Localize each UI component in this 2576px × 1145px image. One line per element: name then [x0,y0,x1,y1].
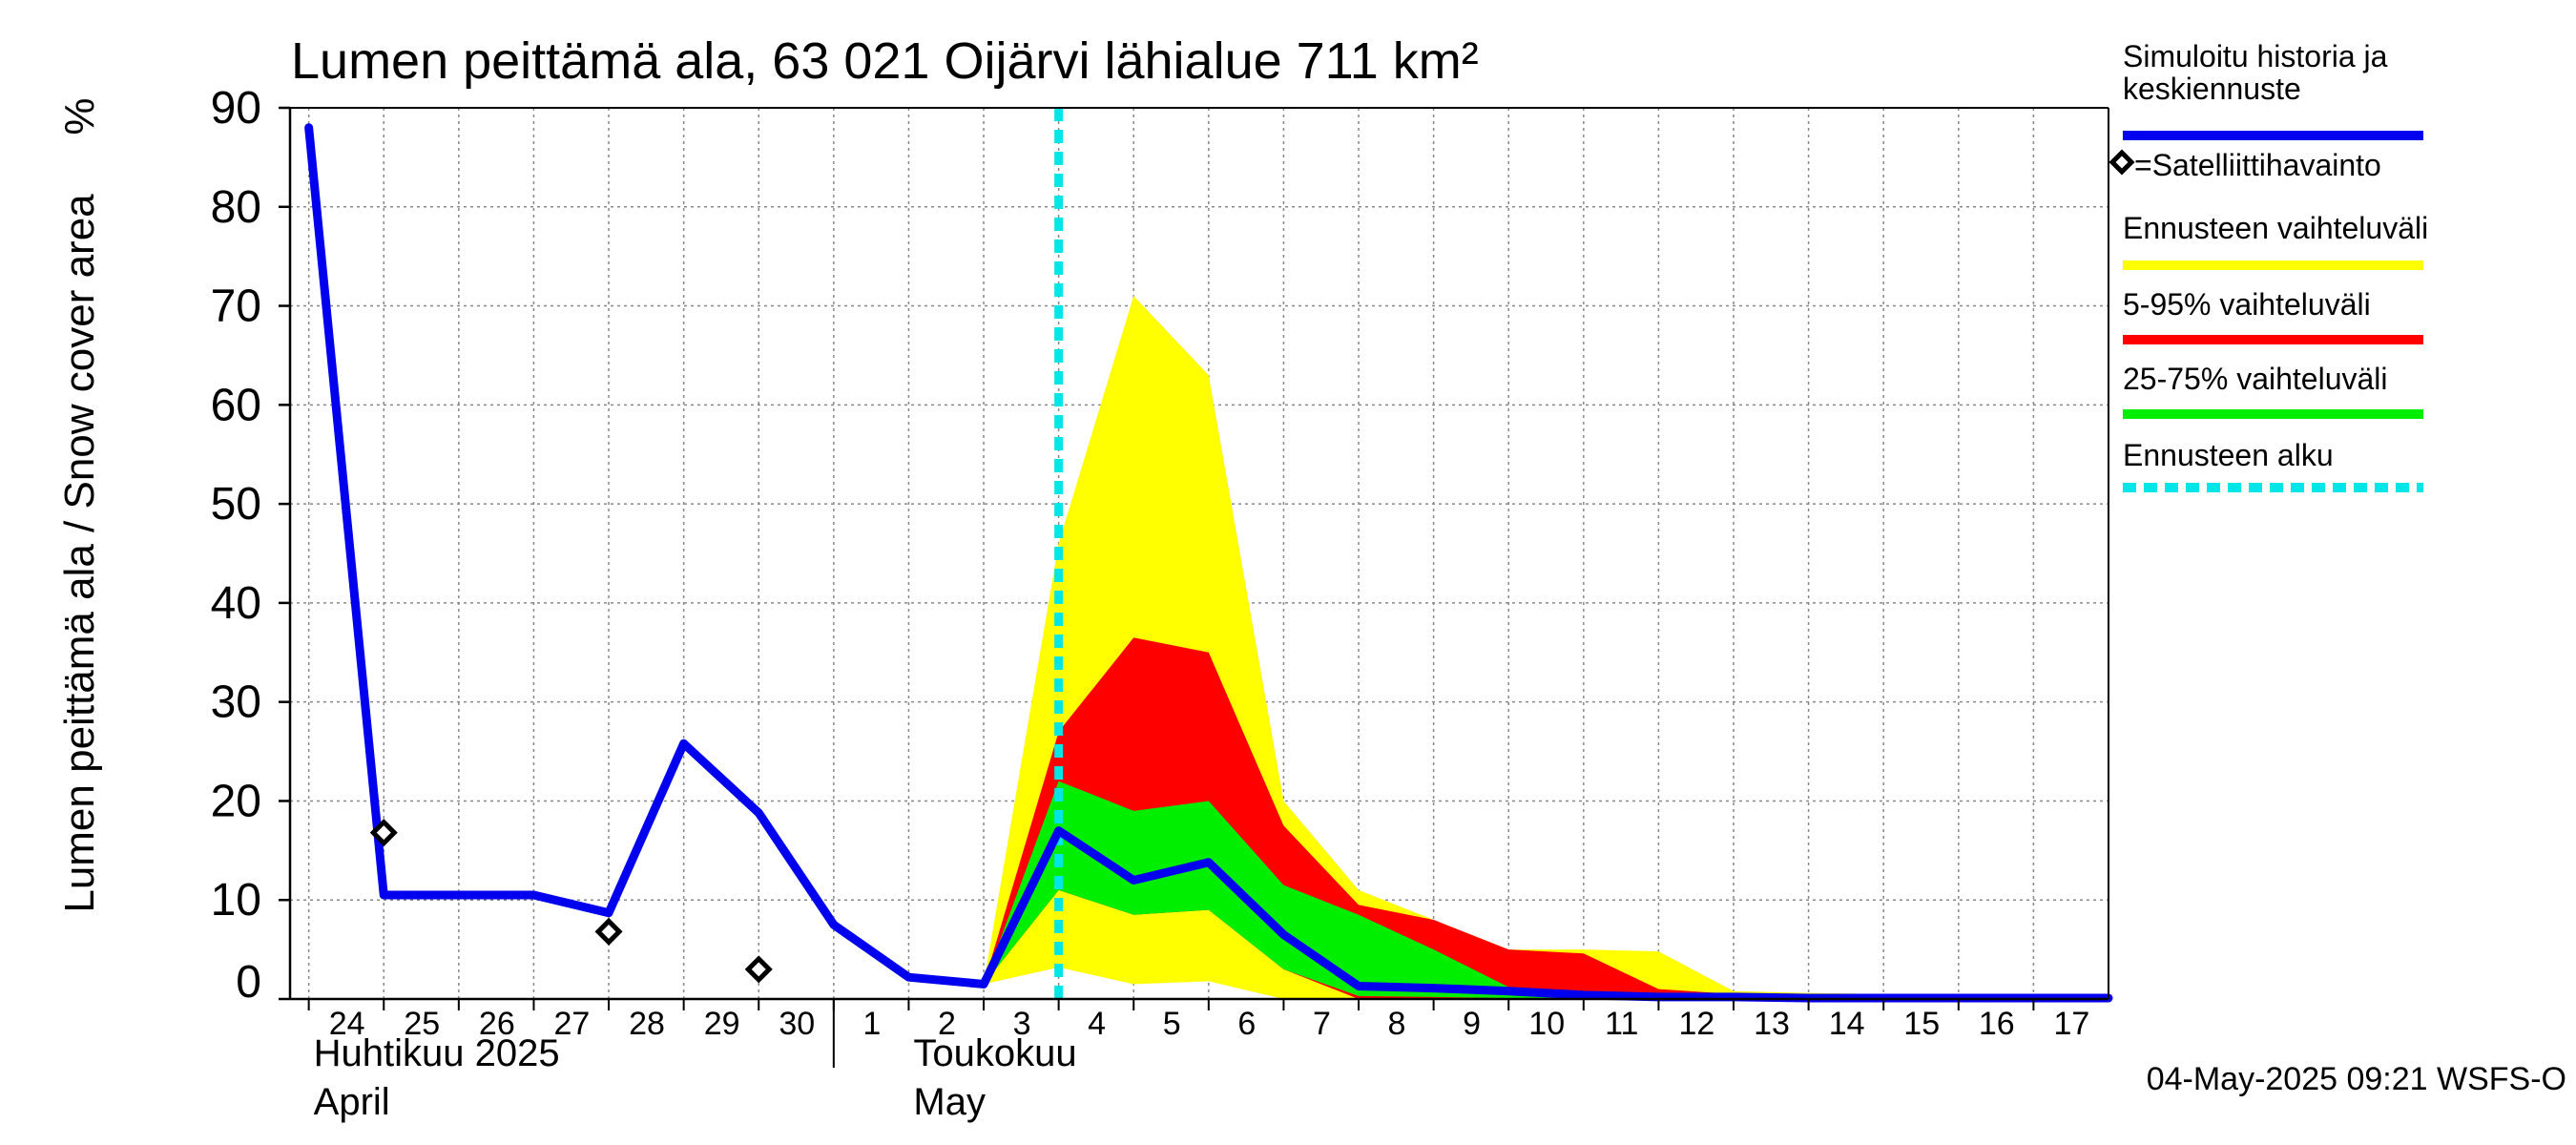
month-label-en: April [314,1081,390,1123]
x-tick-label: 15 [1903,1006,1940,1042]
satellite-observation-marker [369,819,398,847]
y-tick-label: 20 [211,776,261,826]
x-tick-labels: 24 25 26 27 28 29 30 1 2 3 4 5 6 7 8 9 10 11 12 13 14 15 16 17 [307,999,2089,1042]
legend-label-median-cont: keskiennuste [2123,72,2301,106]
x-tick-label: 28 [629,1006,665,1042]
x-tick-label: 17 [2053,1006,2089,1042]
y-tick-label: 50 [211,479,261,530]
x-tick-label: 7 [1313,1006,1331,1042]
x-tick-label: 2 [938,1006,956,1042]
month-label-fi: Toukokuu [913,1032,1076,1074]
y-tick-label: 10 [211,875,261,926]
forecast-bands [984,296,2109,1000]
y-tick-labels: 0 10 20 30 40 50 60 70 80 90 [211,83,290,1008]
y-axis-unit: % [56,97,103,135]
month-labels: Huhtikuu 2025 April Toukokuu May [314,999,1077,1123]
x-tick-label: 29 [704,1006,740,1042]
x-tick-label: 1 [862,1006,881,1042]
x-tick-label: 4 [1088,1006,1106,1042]
y-tick-label: 40 [211,578,261,629]
legend-observation-marker [2109,149,2135,176]
legend-label-range-25-75: 25-75% vaihteluväli [2123,362,2388,396]
x-tick-label: 26 [479,1006,515,1042]
legend-label-forecast-start: Ennusteen alku [2123,438,2334,472]
band-25-75 [984,781,2109,999]
y-tick-label: 90 [211,83,261,134]
y-tick-label: 0 [236,957,261,1008]
x-tick-label: 10 [1528,1006,1565,1042]
satellite-observation-marker [744,955,773,984]
x-tick-label: 14 [1829,1006,1865,1042]
y-tick-label: 30 [211,677,261,728]
legend-label-range-5-95: 5-95% vaihteluväli [2123,287,2371,322]
y-axis-label: Lumen peittämä ala / Snow cover area [56,194,103,913]
x-tick-label: 27 [554,1006,591,1042]
y-tick-label: 60 [211,380,261,430]
legend-label-full-range: Ennusteen vaihteluväli [2123,211,2428,245]
x-tick-label: 30 [779,1006,815,1042]
satellite-observations [369,819,773,984]
axes [288,107,2109,1001]
chart-title: Lumen peittämä ala, 63 021 Oijärvi lähia… [291,32,1479,90]
month-label-fi: Huhtikuu 2025 [314,1032,560,1074]
x-tick-label: 8 [1388,1006,1406,1042]
x-tick-label: 24 [329,1006,365,1042]
y-tick-label: 70 [211,281,261,332]
x-tick-label: 5 [1163,1006,1181,1042]
x-tick-label: 9 [1463,1006,1481,1042]
y-tick-label: 80 [211,182,261,233]
x-tick-label: 16 [1979,1006,2015,1042]
x-tick-label: 6 [1237,1006,1256,1042]
x-tick-label: 13 [1754,1006,1790,1042]
timestamp: 04-May-2025 09:21 WSFS-O [2147,1061,2566,1097]
x-tick-label: 11 [1605,1006,1638,1042]
legend-label-median: Simuloitu historia ja [2123,39,2388,73]
legend-label-observation: =Satelliittihavainto [2134,148,2381,182]
satellite-observation-marker [594,917,623,946]
x-tick-label: 25 [404,1006,440,1042]
x-tick-label: 3 [1013,1006,1031,1042]
month-label-en: May [913,1081,986,1123]
x-tick-label: 12 [1678,1006,1714,1042]
